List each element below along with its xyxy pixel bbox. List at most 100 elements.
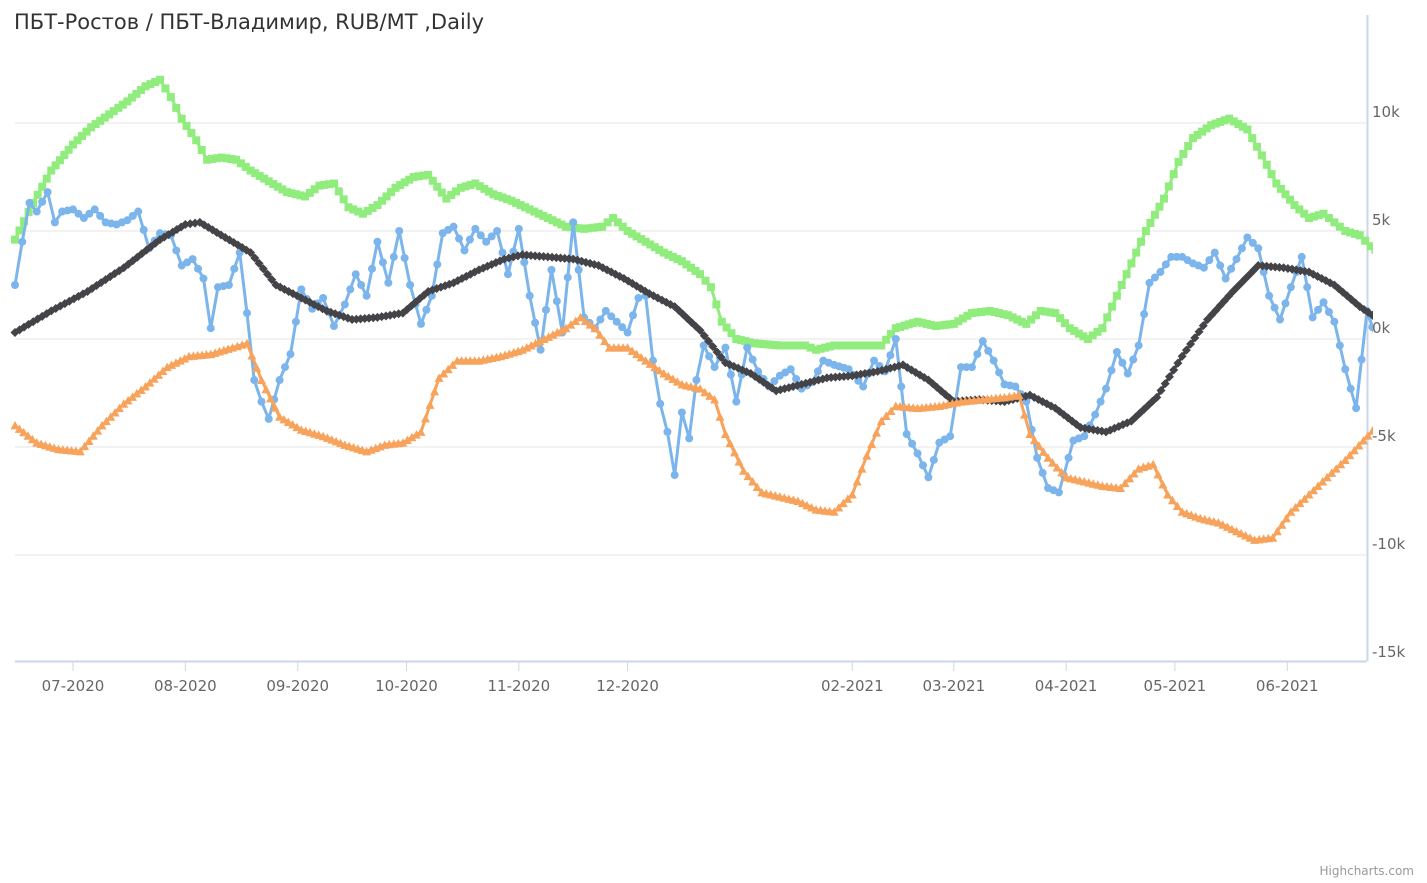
triangle-marker <box>114 403 124 413</box>
square-marker <box>222 154 231 163</box>
square-marker <box>936 321 945 330</box>
square-marker <box>433 182 442 191</box>
square-marker <box>349 205 358 214</box>
triangle-marker <box>247 351 257 360</box>
triangle-marker <box>1019 410 1029 419</box>
square-marker <box>655 245 664 254</box>
circle-marker <box>351 270 360 279</box>
square-marker <box>1127 259 1136 268</box>
diamond-marker <box>517 250 527 260</box>
square-marker <box>1036 306 1045 315</box>
square-marker <box>1253 142 1262 151</box>
square-marker <box>913 317 922 326</box>
triangle-marker <box>1331 464 1341 473</box>
diamond-marker <box>699 331 709 341</box>
square-marker <box>754 339 763 348</box>
circle-marker <box>536 345 545 354</box>
diamond-marker <box>1156 385 1166 395</box>
triangle-marker <box>149 374 159 383</box>
series-2 <box>10 217 1427 437</box>
triangle-marker <box>1057 467 1067 477</box>
circle-marker <box>1145 278 1154 287</box>
triangle-marker <box>793 496 803 505</box>
square-marker <box>812 345 821 354</box>
square-marker <box>609 214 618 223</box>
triangle-marker <box>1241 531 1251 540</box>
square-marker <box>260 174 269 183</box>
circle-marker <box>989 356 998 365</box>
circle-marker <box>1270 303 1279 312</box>
circle-marker <box>43 188 52 197</box>
square-marker <box>1211 119 1220 128</box>
square-marker <box>1248 134 1257 143</box>
triangle-marker <box>700 387 710 397</box>
square-marker <box>354 207 363 216</box>
triangle-marker <box>627 346 637 355</box>
y-tick-label: 5k <box>1372 211 1391 229</box>
circle-marker <box>1259 268 1268 277</box>
triangle-marker <box>654 365 664 375</box>
x-tick-label: 10-2020 <box>375 677 438 695</box>
square-marker <box>217 153 226 162</box>
square-marker <box>613 218 622 227</box>
square-marker <box>64 145 73 154</box>
circle-marker <box>732 397 741 406</box>
circle-marker <box>416 319 425 328</box>
circle-marker <box>206 324 215 333</box>
triangle-marker <box>1358 436 1368 445</box>
triangle-marker <box>1281 513 1291 523</box>
square-marker <box>1330 218 1339 227</box>
triangle-marker <box>110 407 120 417</box>
square-marker <box>741 337 750 346</box>
grid-lines <box>15 122 1367 556</box>
circle-marker <box>1423 298 1427 306</box>
circle-marker <box>199 274 208 283</box>
diamond-marker <box>1423 328 1427 337</box>
square-marker <box>60 150 69 159</box>
square-marker <box>197 146 206 154</box>
triangle-marker <box>75 446 85 456</box>
triangle-marker <box>1167 495 1177 505</box>
circle-marker <box>542 305 551 314</box>
square-marker <box>927 320 936 329</box>
circle-marker <box>1346 384 1355 393</box>
triangle-marker <box>663 371 673 381</box>
triangle-marker <box>1034 441 1044 450</box>
triangle-marker <box>1043 453 1053 462</box>
triangle-marker <box>729 447 739 457</box>
triangle-marker <box>561 323 571 333</box>
diamond-marker <box>1160 379 1170 389</box>
circle-marker <box>844 365 853 374</box>
circle-marker <box>38 197 47 206</box>
square-marker <box>745 338 754 347</box>
circle-marker <box>32 207 41 216</box>
circle-marker <box>286 350 295 359</box>
circle-marker <box>514 224 523 233</box>
credits-link[interactable]: Highcharts.com <box>1319 864 1414 878</box>
square-marker <box>405 175 414 184</box>
square-marker <box>368 203 377 212</box>
square-marker <box>575 224 584 233</box>
circle-marker <box>1330 317 1339 326</box>
triangle-marker <box>881 411 891 421</box>
triangle-marker <box>14 424 24 433</box>
circle-marker <box>224 281 233 289</box>
circle-marker <box>340 300 349 309</box>
square-marker <box>1070 326 1079 335</box>
diamond-marker <box>246 248 256 258</box>
square-marker <box>855 341 864 350</box>
triangle-marker <box>668 374 678 383</box>
diamond-marker <box>695 325 705 335</box>
square-marker <box>886 329 895 338</box>
square-marker <box>712 300 721 309</box>
square-marker <box>543 214 552 223</box>
triangle-marker <box>1336 459 1346 469</box>
y-tick-label: -5k <box>1372 427 1396 445</box>
square-marker <box>584 224 593 233</box>
square-marker <box>940 320 949 329</box>
square-marker <box>1361 236 1370 245</box>
circle-marker <box>346 285 355 294</box>
square-marker <box>1074 329 1083 338</box>
circle-marker <box>378 258 387 267</box>
square-marker <box>437 188 446 197</box>
